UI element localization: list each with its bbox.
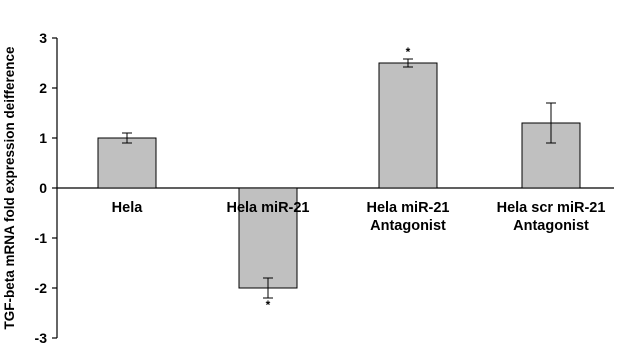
category-label: Hela scr miR-21 <box>497 200 606 216</box>
y-tick-label: -1 <box>35 230 48 246</box>
y-tick-label: -3 <box>35 330 48 346</box>
y-tick-label: 2 <box>39 80 47 96</box>
category-label: Hela <box>112 200 144 216</box>
bar <box>97 137 157 189</box>
y-tick-label: 3 <box>39 30 47 46</box>
bars: ** <box>97 45 581 312</box>
bar <box>238 187 298 289</box>
y-axis: 3 2 1 0 -1 -2 -3 <box>35 30 614 346</box>
y-axis-label: TGF-beta mRNA fold expression deifferenc… <box>2 46 17 330</box>
category-label: Hela miR-21 <box>366 200 449 216</box>
y-tick-label: 0 <box>39 180 47 196</box>
bar <box>378 62 438 189</box>
category-label: Antagonist <box>513 218 589 234</box>
y-tick-label: -2 <box>35 280 48 296</box>
y-tick-label: 1 <box>39 130 47 146</box>
category-label: Hela miR-21 <box>226 200 309 216</box>
category-labels: Hela Hela miR-21 Hela miR-21 Antagonist Hela… <box>112 200 606 234</box>
category-label: Antagonist <box>370 218 446 234</box>
significance-marker: * <box>406 45 411 59</box>
significance-marker: * <box>266 298 271 312</box>
